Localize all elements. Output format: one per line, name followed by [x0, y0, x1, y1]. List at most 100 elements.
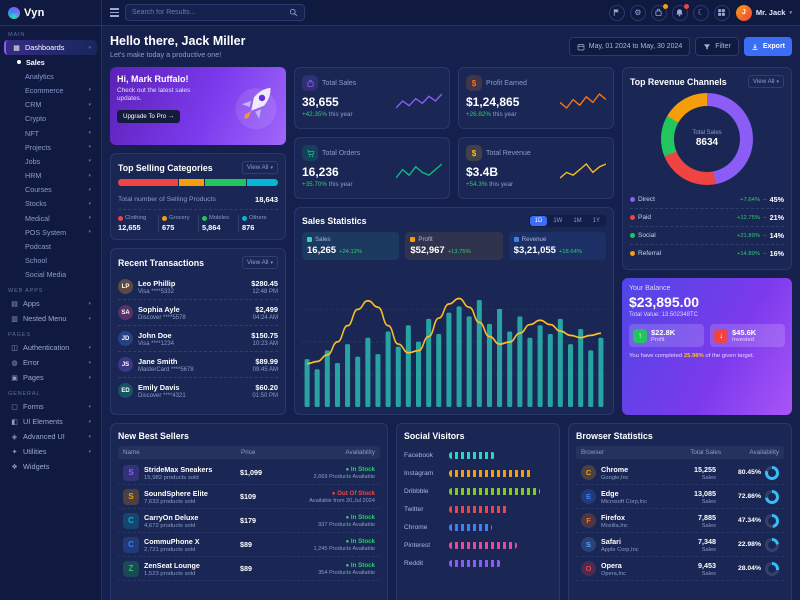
chevron-down-icon: ▾	[88, 359, 91, 366]
sidebar-item-stocks[interactable]: Stocks ▾	[25, 199, 91, 209]
sidebar-item-authentication[interactable]: ◫ Authentication ▾	[11, 343, 91, 352]
chevron-down-icon: ▾	[88, 172, 91, 179]
brand-logo[interactable]: Vyn	[0, 0, 101, 26]
chevron-down-icon: ▾	[789, 9, 792, 16]
range-tab-1w[interactable]: 1W	[553, 218, 563, 224]
sidebar-item-courses[interactable]: Courses ▾	[25, 185, 91, 195]
pages-icon: ▣	[11, 374, 18, 382]
view-all-dropdown[interactable]: View All ▾	[241, 161, 278, 174]
sidebar-item-hrm[interactable]: HRM ▾	[25, 171, 91, 181]
sidebar-item-social-media[interactable]: Social Media	[25, 270, 67, 280]
transaction-row[interactable]: JD John Doe Visa ****1234 $150.75 10:23 AM	[118, 326, 278, 352]
chevron-down-icon: ▾	[88, 186, 91, 193]
social-bar-row: Pinterest	[404, 536, 552, 554]
product-row[interactable]: C CarryOn Deluxe 4,672 products sold $179…	[118, 509, 380, 533]
availability-ring	[765, 489, 779, 504]
stat-card-profit-earned: $ Profit Earned $1,24,865 +26.82% this ye…	[458, 67, 614, 129]
category-legend-item: Clothing 12,655	[118, 215, 147, 232]
sidebar-item-ui-elements[interactable]: ◧ UI Elements ▾	[11, 417, 91, 426]
transaction-list: LP Leo Phillip Visa ****5332 $280.45 12:48…	[118, 274, 278, 403]
product-row[interactable]: S SoundSphere Elite 7,633 products sold $…	[118, 485, 380, 509]
browser-row[interactable]: S Safari Apple Corp,Inc 7,348 Sales 22.98%	[576, 533, 784, 557]
bag-icon[interactable]	[650, 3, 668, 21]
notification-badge	[683, 3, 689, 9]
error-icon: ◍	[11, 359, 18, 367]
sidebar-item-error[interactable]: ◍ Error ▾	[11, 358, 91, 367]
view-all-dropdown[interactable]: View All ▾	[241, 256, 278, 269]
notification-badge	[662, 3, 668, 9]
filter-button[interactable]: Filter	[695, 37, 739, 56]
balance-tiles: ↑ $22.8K Profit ↓ $45.6K Invested	[629, 324, 785, 347]
arrow-down-icon: ↓	[714, 328, 728, 343]
user-menu[interactable]: J Mr. Jack ▾	[735, 4, 792, 21]
sparkline-chart	[560, 92, 606, 110]
sidebar-item-nested-menu[interactable]: ▥ Nested Menu ▾	[11, 314, 91, 323]
browser-row[interactable]: F Firefox Mozilla,Inc 7,885 Sales 47.34%	[576, 509, 784, 533]
sidebar-item-forms[interactable]: ▢ Forms ▾	[11, 402, 91, 411]
dashboard-content: Hello there, Jack Miller Let's make toda…	[102, 26, 800, 600]
flag-icon[interactable]	[608, 4, 625, 21]
card-title: Social Visitors	[404, 431, 465, 441]
sidebar-item-dashboards[interactable]: ▦ Dashboards ▾	[4, 40, 97, 55]
sidebar-item-advanced-ui[interactable]: ◈ Advanced UI ▾	[11, 432, 91, 441]
grid-icon[interactable]	[713, 4, 730, 21]
search-icon[interactable]	[289, 8, 298, 17]
transaction-row[interactable]: LP Leo Phillip Visa ****5332 $280.45 12:48…	[118, 274, 278, 300]
card-title: Top Revenue Channels	[630, 76, 727, 87]
settings-icon[interactable]: ⚙	[629, 4, 646, 21]
upgrade-to-pro-button[interactable]: Upgrade To Pro →	[117, 109, 181, 123]
sidebar-item-apps[interactable]: ▤ Apps ▾	[11, 299, 91, 308]
sidebar: Vyn MAIN ▦ Dashboards ▾ Sales Analytics Ecomme…	[0, 0, 102, 600]
sidebar-item-podcast[interactable]: Podcast	[25, 242, 51, 252]
stat-card-total-revenue: $ Total Revenue $3.4B +54.3% this year	[458, 137, 614, 199]
revenue-channel-row: Referral +14.89% –16%	[630, 245, 784, 262]
product-row[interactable]: C CommuPhone X 2,721 products sold $89 ● …	[118, 533, 380, 557]
sidebar-item-sales[interactable]: Sales	[4, 55, 97, 69]
transaction-row[interactable]: JS Jane Smith MasterCard ****5678 $89.99 0…	[118, 352, 278, 378]
browser-row[interactable]: O Opera Opera,Inc 9,453 Sales 28.04%	[576, 557, 784, 581]
sidebar-item-analytics[interactable]: Analytics	[25, 71, 54, 81]
menu-toggle-icon[interactable]	[110, 8, 119, 17]
sidebar-item-projects[interactable]: Projects ▾	[25, 142, 91, 152]
sidebar-item-crm[interactable]: CRM ▾	[25, 100, 91, 110]
product-row[interactable]: Z ZenSeat Lounge 1,523 products sold $89 …	[118, 557, 380, 581]
sidebar-item-jobs[interactable]: Jobs ▾	[25, 156, 91, 166]
bell-icon[interactable]	[671, 3, 689, 21]
sidebar-item-ecommerce[interactable]: Ecommerce ▾	[25, 85, 91, 95]
browser-row[interactable]: E Edge Microsoft Corp,Inc 13,085 Sales 72.…	[576, 485, 784, 509]
range-tab-1m[interactable]: 1M	[573, 218, 582, 224]
sidebar-item-pos-system[interactable]: POS System ▾	[25, 227, 91, 237]
balance-tile-profit: ↑ $22.8K Profit	[629, 324, 704, 347]
sidebar-item-utilities[interactable]: ✦ Utilities ▾	[11, 447, 91, 456]
moon-icon[interactable]: ☾	[692, 4, 709, 21]
export-button[interactable]: Export	[743, 37, 792, 56]
sidebar-item-medical[interactable]: Medical ▾	[25, 213, 91, 223]
sidebar-item-nft[interactable]: NFT ▾	[25, 128, 91, 138]
search-input[interactable]	[132, 9, 285, 16]
browser-row[interactable]: C Chrome Google,Inc 15,255 Sales 80.45%	[576, 461, 784, 485]
opera-browser-icon: O	[581, 561, 596, 576]
product-row[interactable]: S StrideMax Sneakers 15,982 products sold…	[118, 461, 380, 485]
card-title: Top Selling Categories	[118, 162, 213, 173]
card-title: Recent Transactions	[118, 257, 205, 268]
view-all-dropdown[interactable]: View All ▾	[747, 75, 784, 88]
transaction-row[interactable]: ED Emily Davis Discover ****4321 $60.20 01…	[118, 378, 278, 403]
range-tab-1d[interactable]: 1D	[529, 216, 548, 226]
range-tab-1y[interactable]: 1Y	[592, 218, 600, 224]
avatar: J	[735, 4, 752, 21]
sidebar-item-widgets[interactable]: ❖ Widgets	[11, 462, 50, 471]
sidebar-item-pages[interactable]: ▣ Pages ▾	[11, 373, 91, 382]
sidebar-item-school[interactable]: School	[25, 256, 47, 266]
sparkline-chart	[560, 162, 606, 179]
card-title: Browser Statistics	[576, 431, 653, 441]
new-best-sellers-card: New Best Sellers Name Price Availability S…	[110, 423, 388, 600]
date-range-picker[interactable]: May, 01 2024 to May, 30 2024	[568, 37, 691, 56]
left-column: Hi, Mark Ruffalo! Check out the latest s…	[110, 67, 286, 415]
sales-summary: Sales 16,265 +24.12% Profit $52,967 +13.75%…	[302, 232, 606, 260]
browser-rows: C Chrome Google,Inc 15,255 Sales 80.45% E E…	[576, 461, 784, 581]
transaction-row[interactable]: SA Sophia Ayle Discover ****5578 $2,499 04…	[118, 300, 278, 326]
product-thumbnail: Z	[123, 560, 139, 577]
main-area: ⚙ ☾ J Mr. Jack ▾ Hello there, Jack Miller…	[102, 0, 800, 600]
sidebar-item-crypto[interactable]: Crypto ▾	[25, 114, 91, 124]
